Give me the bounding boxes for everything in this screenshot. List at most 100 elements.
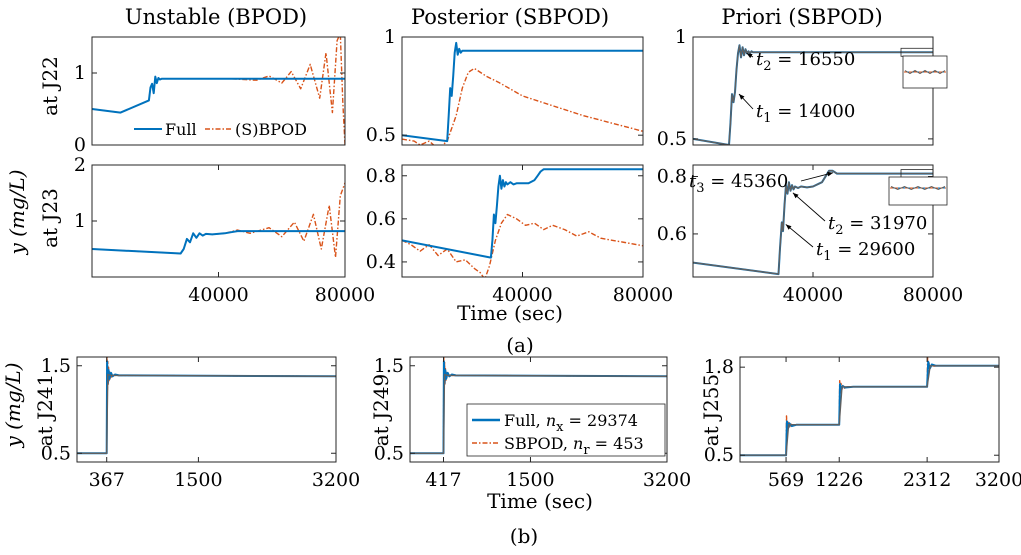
annotation-t1: t1 = 14000 — [756, 101, 855, 126]
axes-box — [409, 356, 668, 463]
x-tick-label: 367 — [89, 469, 125, 491]
caption-a: (a) — [506, 333, 534, 357]
xlabel-b-time: Time (sec) — [487, 489, 593, 513]
annotation-t3: t3 = 45360 — [689, 171, 788, 196]
series-line-dark — [77, 373, 336, 454]
title-posterior-sbpod: Posterior (SBPOD) — [411, 5, 609, 29]
annotation-arrowhead — [827, 171, 834, 177]
x-tick-label: 3200 — [643, 469, 691, 491]
legend-label-reduced: (S)BPOD — [235, 120, 307, 139]
series-line-reduced — [402, 213, 643, 277]
ylabel-b-j249: at J249 — [369, 374, 393, 447]
series-line-full — [92, 230, 345, 255]
y-tick-label: 1 — [675, 26, 687, 48]
ylabel-b-quantity: y (mg/L) — [1, 362, 25, 448]
annotation-arrow — [792, 192, 826, 222]
axes-box — [401, 164, 644, 278]
series-line-full — [402, 41, 643, 143]
title-priori-sbpod: Priori (SBPOD) — [721, 5, 882, 29]
y-tick-label: 0.6 — [657, 223, 687, 245]
ylabel-a-j23: at J23 — [38, 188, 62, 248]
series-line-full — [92, 75, 345, 114]
x-tick-label: 40000 — [492, 284, 552, 306]
annotation-t2: t2 = 16550 — [756, 49, 855, 74]
y-tick-label: 0.4 — [366, 251, 396, 273]
series-line-dark — [740, 365, 999, 456]
zoom-inset-dark — [904, 69, 946, 75]
x-tick-label: 3200 — [975, 469, 1021, 491]
axes-box — [91, 164, 346, 278]
annotation-arrow — [785, 224, 814, 248]
x-tick-label: 569 — [768, 469, 804, 491]
series-line-reduced — [77, 357, 336, 454]
legend-label-full: Full, nx = 29374 — [504, 411, 638, 435]
axes-box — [739, 356, 1000, 463]
legend-box — [466, 403, 666, 457]
x-tick-label: 80000 — [315, 284, 375, 306]
x-tick-label: 80000 — [903, 284, 963, 306]
legend-label-full: Full — [165, 120, 197, 139]
y-tick-label: 0.8 — [657, 165, 687, 187]
chart-a11: 0 1 Full (S)BPOD — [74, 36, 346, 156]
y-tick-label: 0.5 — [657, 128, 687, 150]
caption-b: (b) — [510, 524, 538, 548]
annotation-t1: t1 = 29600 — [816, 239, 915, 264]
chart-a22: 0.4 0.6 0.8 40000 80000 — [366, 164, 673, 306]
series-line-reduced — [92, 37, 345, 145]
chart-a21: 1 2 40000 80000 — [74, 154, 375, 306]
x-tick-label: 40000 — [188, 284, 248, 306]
y-tick-label: 1.5 — [374, 355, 404, 377]
x-tick-label: 40000 — [783, 284, 843, 306]
x-tick-label: 80000 — [613, 284, 673, 306]
chart-b1: 0.5 1.5 367 1500 3200 — [41, 355, 360, 491]
series-line-dark — [693, 44, 933, 145]
chart-b2: 0.5 1.5 417 1500 3200 Full, nx = 29374SBPOD, … — [374, 355, 691, 491]
ylabel-a-j22: at J22 — [38, 56, 62, 116]
x-tick-label: 1500 — [506, 469, 554, 491]
y-tick-label: 1 — [74, 210, 86, 232]
x-tick-label: 1500 — [174, 469, 222, 491]
annotation-arrowhead — [739, 94, 745, 100]
annotation-arrowhead — [746, 53, 753, 59]
axes-box — [91, 36, 346, 146]
x-tick-label: 1226 — [815, 469, 863, 491]
ylabel-a-quantity: y (mg/L) — [5, 169, 29, 255]
series-line-reduced — [740, 357, 999, 456]
chart-a13: 0.5 1 t2 = 16550 t1 = 14000 — [657, 26, 948, 150]
zoom-inset — [888, 176, 948, 206]
xlabel-a-time: Time (sec) — [457, 301, 563, 325]
y-tick-label: 0.5 — [41, 442, 71, 464]
x-tick-label: 417 — [425, 469, 461, 491]
axes-box — [692, 36, 934, 146]
annotation-t2: t2 = 31970 — [828, 213, 927, 238]
series-line-reduced — [402, 67, 643, 145]
axes-box — [401, 36, 644, 146]
x-tick-label: 3200 — [312, 469, 360, 491]
series-line-reduced — [92, 182, 345, 259]
legend-label-reduced: SBPOD, nr = 453 — [504, 434, 644, 458]
series-line-full — [402, 168, 643, 259]
y-tick-label: 0.5 — [366, 124, 396, 146]
y-tick-label: 0.8 — [366, 165, 396, 187]
zoom-inset-dark — [890, 185, 946, 191]
annotation-arrowhead — [785, 224, 792, 230]
y-tick-label: 0.6 — [366, 208, 396, 230]
title-unstable-bpod: Unstable (BPOD) — [125, 5, 307, 29]
y-tick-label: 1.5 — [41, 355, 71, 377]
axes-box — [76, 356, 337, 463]
y-tick-label: 0.5 — [374, 442, 404, 464]
ylabel-b-j241: at J241 — [33, 374, 57, 447]
y-tick-label: 1 — [384, 26, 396, 48]
chart-b3: 0.5 1.8 569 1226 2312 3200 — [704, 356, 1021, 491]
annotation-arrowhead — [792, 192, 799, 199]
y-tick-label: 1 — [74, 62, 86, 84]
x-tick-label: 2312 — [903, 469, 951, 491]
chart-a12: 0.51 — [366, 26, 644, 146]
y-tick-label: 1.8 — [704, 356, 734, 378]
series-line-dark — [410, 373, 667, 454]
y-tick-label: 0.5 — [704, 444, 734, 466]
y-tick-label: 0 — [74, 134, 86, 156]
